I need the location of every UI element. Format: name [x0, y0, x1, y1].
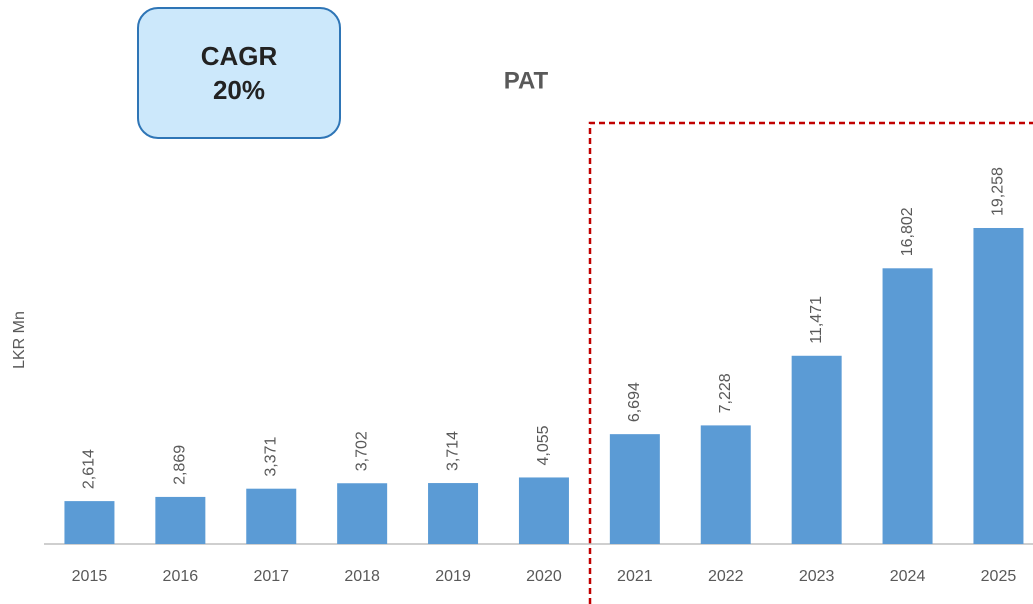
data-label: 3,371 — [262, 437, 279, 477]
data-label: 11,471 — [808, 296, 825, 344]
bar — [791, 355, 842, 544]
data-label: 7,228 — [717, 373, 734, 413]
data-label: 2,614 — [81, 449, 98, 489]
bar — [428, 483, 479, 544]
forecast-region — [588, 121, 1033, 604]
x-tick-label: 2018 — [344, 568, 380, 585]
bar — [609, 434, 660, 544]
data-label: 4,055 — [535, 425, 552, 465]
data-label: 3,702 — [353, 431, 370, 471]
x-tick-label: 2019 — [435, 568, 471, 585]
x-tick-label: 2025 — [981, 568, 1017, 585]
x-tick-label: 2023 — [799, 568, 835, 585]
x-tick-label: 2017 — [253, 568, 289, 585]
bar — [337, 483, 388, 544]
chart-title: PAT — [504, 67, 549, 94]
annotation-text: 20% — [213, 75, 265, 105]
bar — [64, 501, 115, 544]
data-label: 2,869 — [172, 445, 189, 485]
x-tick-label: 2015 — [72, 568, 108, 585]
x-tick-label: 2016 — [163, 568, 199, 585]
y-axis-label: LKR Mn — [11, 311, 28, 369]
x-tick-label: 2024 — [890, 568, 926, 585]
bar — [973, 227, 1024, 545]
bar — [246, 488, 297, 544]
data-label: 6,694 — [626, 382, 643, 422]
x-tick-label: 2021 — [617, 568, 653, 585]
data-label: 19,258 — [990, 167, 1007, 216]
bar — [518, 477, 569, 544]
data-label: 16,802 — [899, 207, 916, 256]
bar — [882, 268, 933, 544]
bar — [155, 496, 206, 544]
bar — [700, 425, 751, 544]
x-tick-label: 2020 — [526, 568, 562, 585]
x-tick-label: 2022 — [708, 568, 744, 585]
annotation-box — [137, 7, 341, 139]
annotation-text: CAGR — [201, 41, 278, 71]
data-label: 3,714 — [444, 431, 461, 471]
